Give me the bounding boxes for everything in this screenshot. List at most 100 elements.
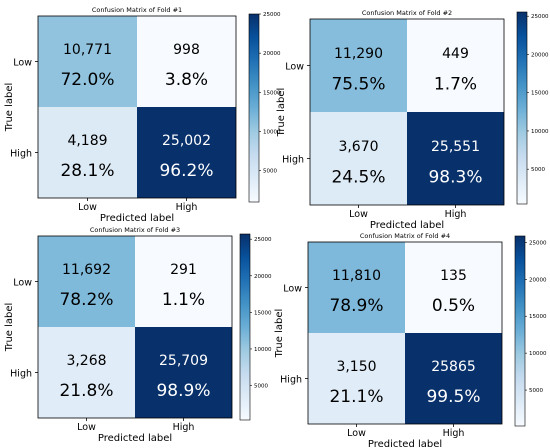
matrix-frame [37,15,237,199]
matrix-cell [405,333,502,424]
y-tick-label: Low [13,278,32,289]
cell-percent: 1.7% [434,75,477,95]
cell-count: 25,709 [159,353,208,369]
cell-count: 291 [170,262,197,278]
colorbar-tick-label: 10000 [263,129,281,135]
cell-percent: 21.8% [59,381,113,401]
cell-percent: 78.9% [329,296,383,316]
confusion-matrix-fold-4: Confusion Matrix of Fold #4 11,810 78.9% 13… [274,232,547,448]
matrix-frame [37,235,233,419]
cell-percent: 0.5% [432,296,475,316]
colorbar-tick-label: 10000 [529,351,547,357]
cell-count: 25865 [431,359,476,375]
colorbar [516,11,528,205]
colorbar-tick-label: 15000 [263,90,281,96]
colorbar-tick-label: 15000 [529,314,547,320]
x-tick-label: High [445,209,467,220]
cell-count: 11,692 [62,262,111,278]
matrix-cell [310,19,407,112]
colorbar-tick-label: 20000 [529,277,547,283]
x-tick-label: High [173,422,195,433]
cell-percent: 24.5% [331,168,385,188]
colorbar-tick-label: 15000 [531,91,549,97]
cell-percent: 78.2% [59,290,113,310]
cell-percent: 72.0% [60,70,114,90]
x-tick-label: Low [349,209,368,220]
y-axis-label: True label [276,88,287,138]
colorbar-tick-label: 25000 [254,237,272,243]
colorbar [514,235,526,427]
cell-percent: 28.1% [60,161,114,181]
colorbar-tick-label: 10000 [531,129,549,135]
matrix-cell [310,112,407,205]
y-tick-label: High [280,375,302,386]
matrix-cell [308,242,405,333]
matrix-cell [135,236,232,327]
y-tick-label: High [10,369,32,380]
matrix-cell [135,327,232,418]
cell-percent: 1.1% [162,290,205,310]
y-axis-label: True label [274,309,285,359]
colorbar-tick-label: 25000 [531,14,549,20]
cell-percent: 96.2% [159,161,213,181]
confusion-matrix-fold-1: Confusion Matrix of Fold #1 10,771 72.0% 99… [4,6,281,224]
colorbar-tick-label: 5000 [529,388,543,394]
matrix-cell [407,19,504,112]
cell-percent: 98.3% [428,168,482,188]
cell-percent: 21.1% [329,387,383,407]
confusion-matrix-fold-3: Confusion Matrix of Fold #3 11,692 78.2% 29… [4,226,272,444]
cell-count: 3,268 [66,353,106,369]
matrix-cell [137,16,236,107]
colorbar-tick-label: 5000 [254,384,268,390]
y-tick-label: High [282,155,304,166]
cell-count: 3,670 [338,139,378,155]
cell-count: 11,290 [334,46,383,62]
x-axis-label: Predicted label [370,220,444,231]
y-tick-label: Low [285,62,304,73]
cell-percent: 98.9% [156,381,210,401]
cell-count: 449 [442,46,469,62]
y-axis-label: True label [4,83,15,133]
colorbar-tick-label: 15000 [254,310,272,316]
x-axis-label: Predicted label [98,433,172,444]
matrix-cell [137,107,236,198]
cell-percent: 3.8% [165,70,208,90]
matrix-frame [309,18,505,206]
y-tick-label: High [10,149,32,160]
colorbar-tick-label: 20000 [263,51,281,57]
colorbar [239,233,251,421]
confusion-matrix-fold-2: Confusion Matrix of Fold #2 11,290 75.5% 44… [276,9,549,231]
x-tick-label: Low [347,428,366,439]
colorbar [248,13,260,203]
colorbar-tick-label: 25000 [263,12,281,18]
x-tick-label: High [443,428,465,439]
matrix-cell [407,112,504,205]
cell-count: 998 [173,42,200,58]
x-tick-label: Low [78,202,97,213]
matrix-cell [38,16,137,107]
cell-count: 25,002 [162,133,211,149]
y-tick-label: Low [283,284,302,295]
x-tick-label: High [176,202,198,213]
cell-count: 25,551 [431,139,480,155]
matrix-cell [308,333,405,424]
cell-count: 10,771 [63,42,112,58]
matrix-cell [38,107,137,198]
colorbar-tick-label: 10000 [254,347,272,353]
colorbar-tick-label: 5000 [531,167,545,173]
colorbar-tick-label: 20000 [531,52,549,58]
chart-title: Confusion Matrix of Fold #4 [360,232,450,240]
cell-percent: 75.5% [331,75,385,95]
matrix-cell [38,327,135,418]
x-tick-label: Low [77,422,96,433]
x-axis-label: Predicted label [100,213,174,224]
colorbar-tick-label: 25000 [529,240,547,246]
cell-count: 4,189 [67,133,107,149]
matrix-cell [38,236,135,327]
x-axis-label: Predicted label [368,439,442,448]
cell-count: 11,810 [332,268,381,284]
colorbar-tick-label: 20000 [254,274,272,280]
chart-title: Confusion Matrix of Fold #3 [90,226,180,234]
chart-title: Confusion Matrix of Fold #1 [92,6,182,14]
